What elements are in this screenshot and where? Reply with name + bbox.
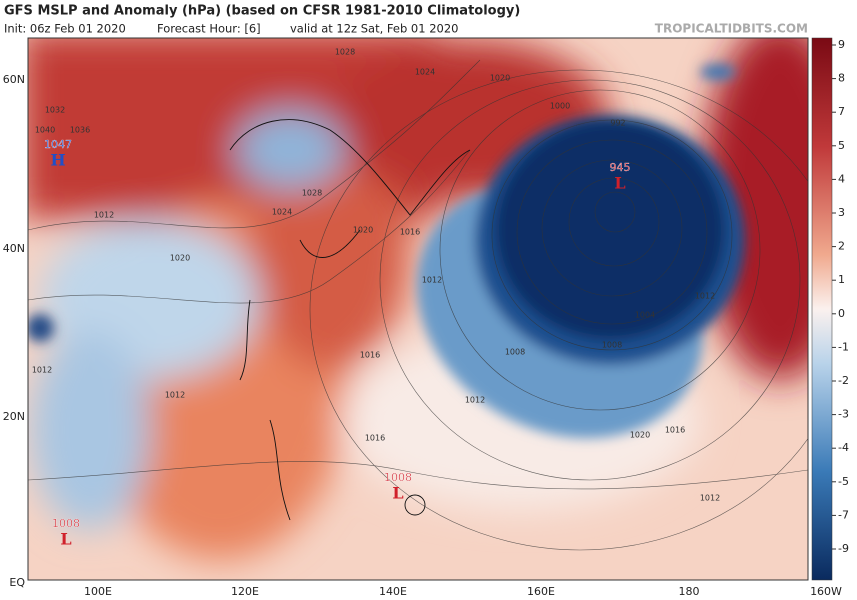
colorbar-tick-label: -3 bbox=[838, 408, 849, 421]
init-time: Init: 06z Feb 01 2020 bbox=[4, 22, 126, 36]
site-label: TROPICALTIDBITS.COM bbox=[655, 22, 808, 36]
lon-label: 160W bbox=[810, 585, 842, 598]
center-value: 945 bbox=[610, 161, 631, 174]
isobar-label: 1016 bbox=[365, 434, 385, 443]
isobar-label: 1016 bbox=[400, 228, 420, 237]
isobar-label: 1032 bbox=[45, 106, 65, 115]
lat-label: 40N bbox=[3, 242, 25, 255]
isobar-label: 1008 bbox=[602, 341, 622, 350]
colorbar-tick-label: -4 bbox=[838, 441, 849, 454]
center-value: 1047 bbox=[44, 138, 72, 151]
isobar-label: 1020 bbox=[490, 74, 510, 83]
colorbar-tick-label: -7 bbox=[838, 508, 849, 521]
isobar-label: 1036 bbox=[70, 126, 90, 135]
colorbar bbox=[811, 37, 833, 581]
map-field bbox=[28, 38, 808, 580]
lon-label: 140E bbox=[379, 585, 407, 598]
colorbar-tick-label: 8 bbox=[838, 72, 845, 85]
isobar-label: 1020 bbox=[170, 254, 190, 263]
colorbar-tick-label: 9 bbox=[838, 38, 845, 51]
valid-time: valid at 12z Sat, Feb 01 2020 bbox=[290, 22, 458, 36]
center-symbol: L bbox=[614, 174, 625, 193]
isobar-label: 1020 bbox=[630, 431, 650, 440]
isobar-label: 1012 bbox=[32, 366, 52, 375]
colorbar-tick-label: 2 bbox=[838, 240, 845, 253]
isobar-label: 1028 bbox=[335, 48, 355, 57]
center-value: 1008 bbox=[384, 471, 412, 484]
colorbar-tick-label: 1 bbox=[838, 273, 845, 286]
center-symbol: L bbox=[392, 484, 403, 503]
lat-label: 20N bbox=[3, 410, 25, 423]
colorbar-tick-label: 5 bbox=[838, 139, 845, 152]
isobar-label: 1012 bbox=[422, 276, 442, 285]
isobar-label: 1004 bbox=[635, 311, 655, 320]
colorbar-tick-label: -5 bbox=[838, 475, 849, 488]
isobar-label: 1016 bbox=[665, 426, 685, 435]
title: GFS MSLP and Anomaly (hPa) (based on CFS… bbox=[4, 4, 520, 19]
lat-label: EQ bbox=[9, 576, 25, 589]
lon-label: 160E bbox=[527, 585, 555, 598]
isobar-label: 1040 bbox=[35, 126, 55, 135]
isobar-label: 1012 bbox=[700, 494, 720, 503]
isobar-label: 1012 bbox=[94, 211, 114, 220]
isobar-label: 1012 bbox=[465, 396, 485, 405]
lon-label: 100E bbox=[84, 585, 112, 598]
colorbar-tick-label: 0 bbox=[838, 307, 845, 320]
colorbar-tick-label: 4 bbox=[838, 172, 845, 185]
colorbar-tick-label: -9 bbox=[838, 542, 849, 555]
lon-label: 180 bbox=[679, 585, 700, 598]
center-symbol: L bbox=[60, 530, 71, 549]
colorbar-tick-label: -2 bbox=[838, 374, 849, 387]
colorbar-tick-label: 3 bbox=[838, 206, 845, 219]
center-value: 1008 bbox=[52, 517, 80, 530]
lat-label: 60N bbox=[3, 73, 25, 86]
isobar-label: 1016 bbox=[360, 351, 380, 360]
isobar-label: 1008 bbox=[505, 348, 525, 357]
map-frame bbox=[27, 37, 809, 581]
colorbar-tick-label: -1 bbox=[838, 340, 849, 353]
isobar-label: 1028 bbox=[302, 189, 322, 198]
colorbar-tick-label: 7 bbox=[838, 105, 845, 118]
isobar-label: 1000 bbox=[550, 102, 570, 111]
center-symbol: H bbox=[50, 151, 65, 170]
forecast-hour: Forecast Hour: [6] bbox=[157, 22, 261, 36]
lon-label: 120E bbox=[231, 585, 259, 598]
isobar-label: 1020 bbox=[353, 226, 373, 235]
isobar-label: 992 bbox=[610, 119, 625, 128]
isobar-label: 1024 bbox=[272, 208, 292, 217]
isobar-label: 1024 bbox=[415, 68, 435, 77]
isobar-label: 1012 bbox=[165, 391, 185, 400]
isobar-label: 1012 bbox=[695, 292, 715, 301]
